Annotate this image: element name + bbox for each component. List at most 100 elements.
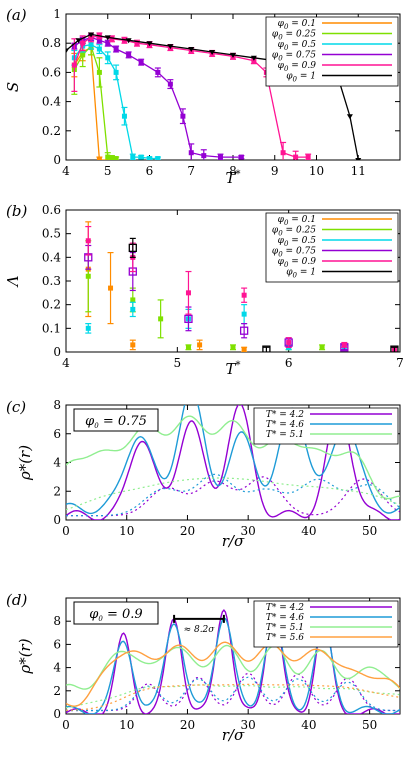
panel-label: (b) <box>6 202 27 220</box>
x-tick-label: 50 <box>362 524 377 538</box>
data-point <box>319 344 325 350</box>
x-tick-label: 5 <box>174 356 182 370</box>
x-tick-label: 30 <box>241 524 256 538</box>
x-tick-label: 0 <box>62 524 70 538</box>
chart-panel-2: 4 5 6 700.10.20.30.40.50.6T*Λ(b) φ0 = 0.1φ0 … <box>4 202 404 378</box>
x-tick-label: 0 <box>62 718 70 732</box>
density-curve-dotted-4 <box>66 683 400 711</box>
data-point <box>158 316 164 322</box>
legend-label-3: T* = 5.1 <box>266 430 304 440</box>
data-point <box>71 62 77 68</box>
phi-box-label: φ0 = 0.9 <box>89 607 142 623</box>
y-tick-label: 0.3 <box>42 274 61 288</box>
legend-label-1: φ0 = 0.1 <box>278 19 316 31</box>
density-curve-3 <box>66 644 400 690</box>
legend-label-2: φ0 = 0.25 <box>272 30 316 42</box>
x-axis-label: r/σ <box>222 532 245 550</box>
data-point <box>105 55 111 61</box>
x-tick-label: 10 <box>119 718 134 732</box>
y-tick-label: 0 <box>53 513 61 527</box>
plot-area <box>66 32 362 160</box>
x-tick-label: 8 <box>229 164 237 178</box>
y-tick-label: 0 <box>53 345 61 359</box>
x-tick-label: 7 <box>187 164 195 178</box>
data-point <box>126 52 132 58</box>
density-curve-dotted-1 <box>66 476 400 517</box>
data-point <box>390 345 399 352</box>
data-point <box>239 326 249 335</box>
data-point <box>109 36 115 42</box>
data-point <box>105 154 111 160</box>
legend-box <box>265 212 399 283</box>
y-tick-label: 0.5 <box>42 227 61 241</box>
y-tick-label: 8 <box>53 614 61 628</box>
y-axis-label: ρ*(r) <box>16 638 34 674</box>
legend-label-2: T* = 4.6 <box>266 420 304 430</box>
y-axis-label: S <box>4 82 22 92</box>
legend-label-4: φ0 = 0.75 <box>272 51 316 63</box>
data-point <box>341 342 347 348</box>
density-curve-dotted-2 <box>66 676 400 712</box>
data-point <box>155 156 161 160</box>
legend-label-6: φ0 = 1 <box>286 268 316 280</box>
y-tick-label: 0.4 <box>42 95 61 109</box>
density-curve-1 <box>66 608 400 714</box>
density-curve-dotted-1 <box>66 672 400 712</box>
y-tick-label: 6 <box>53 427 61 441</box>
data-point <box>241 347 247 352</box>
data-point <box>96 69 102 75</box>
legend: T* = 4.2T* = 4.6T* = 5.1T* = 5.6 <box>253 600 399 648</box>
y-tick-label: 4 <box>53 661 61 675</box>
series-line-4 <box>74 36 242 158</box>
data-point <box>113 69 119 75</box>
data-point <box>85 325 91 331</box>
legend-label-5: φ0 = 0.9 <box>278 257 317 269</box>
data-point <box>346 114 353 120</box>
spacing-annotation: ≈ 8.2σ <box>184 625 216 635</box>
data-point <box>286 340 292 346</box>
y-tick-label: 0.6 <box>42 203 61 217</box>
panel-label: (a) <box>6 6 27 24</box>
data-point <box>125 38 132 44</box>
density-curve-dotted-3 <box>66 684 400 709</box>
legend-label-4: T* = 5.6 <box>266 633 304 643</box>
x-tick-label: 4 <box>62 356 70 370</box>
data-point <box>96 157 102 160</box>
data-point <box>184 314 193 324</box>
data-point <box>250 55 257 61</box>
legend-label-4: φ0 = 0.75 <box>272 247 316 259</box>
y-tick-label: 4 <box>53 456 61 470</box>
data-point <box>147 156 152 160</box>
series-line-3 <box>73 44 158 160</box>
x-tick-label: 20 <box>180 524 195 538</box>
y-tick-label: 0.2 <box>42 298 61 312</box>
data-point <box>167 44 174 50</box>
x-tick-label: 40 <box>301 718 316 732</box>
data-point <box>105 40 111 46</box>
y-tick-label: 2 <box>53 484 61 498</box>
data-point <box>85 273 91 279</box>
x-tick-label: 40 <box>301 524 316 538</box>
y-tick-label: 6 <box>53 637 61 651</box>
x-tick-label: 10 <box>309 164 324 178</box>
y-tick-label: 0.1 <box>42 321 61 335</box>
x-axis-label: T* <box>225 169 240 187</box>
y-tick-label: 0.2 <box>42 124 61 138</box>
legend-label-1: T* = 4.2 <box>266 603 304 613</box>
y-axis-label: Λ <box>4 275 22 288</box>
x-tick-label: 7 <box>396 356 404 370</box>
phi-box <box>73 408 159 432</box>
y-tick-label: 0 <box>53 707 61 721</box>
phi-box-label: φ0 = 0.75 <box>85 414 147 430</box>
legend-label-6: φ0 = 1 <box>286 72 316 84</box>
data-point <box>130 306 136 312</box>
data-point <box>305 154 311 160</box>
data-point <box>128 243 137 253</box>
x-axis-label: T* <box>225 360 240 378</box>
data-point <box>230 52 236 58</box>
data-point <box>262 345 271 352</box>
y-tick-label: 8 <box>53 398 61 412</box>
legend-box <box>265 16 399 87</box>
